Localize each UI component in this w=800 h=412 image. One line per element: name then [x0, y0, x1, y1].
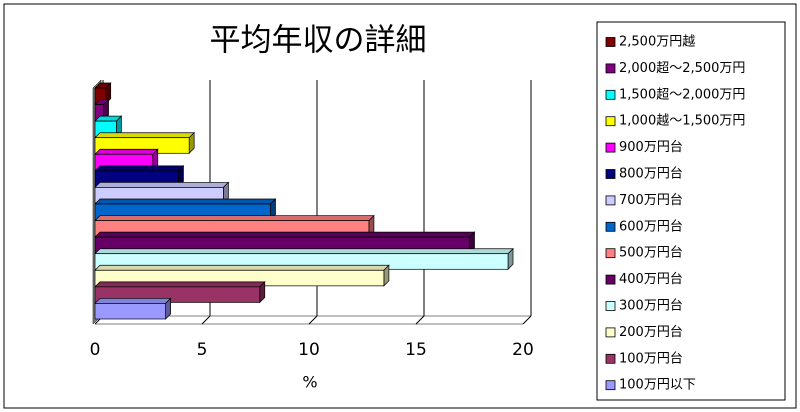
chart-title: 平均年収の詳細	[210, 23, 427, 59]
x-tick-label: 20	[512, 340, 534, 360]
legend-swatch	[605, 37, 616, 47]
legend-label: 200万円台	[619, 325, 683, 340]
legend-swatch	[605, 116, 616, 127]
legend-swatch	[605, 380, 616, 391]
legend-swatch	[605, 301, 616, 311]
bar-top	[94, 215, 375, 221]
legend-label: 400万円台	[619, 272, 683, 287]
x-axis-label: %	[302, 373, 317, 392]
tick-mark	[201, 315, 211, 325]
legend-swatch	[605, 274, 616, 285]
legend-label: 1,500超～2,000万円	[619, 87, 745, 102]
legend-swatch	[605, 248, 616, 259]
legend-label: 100万円以下	[619, 378, 696, 393]
legend-label: 600万円台	[619, 219, 683, 234]
legend	[596, 21, 786, 401]
tick-mark	[522, 315, 532, 325]
x-tick-label: 10	[298, 340, 320, 360]
bar-top	[94, 198, 277, 205]
bar	[94, 303, 166, 320]
bar-top	[94, 298, 172, 304]
legend-swatch	[605, 221, 616, 232]
legend-label: 800万円台	[619, 167, 683, 182]
legend-label: 300万円台	[619, 299, 683, 314]
legend-label: 2,000超～2,500万円	[619, 61, 745, 76]
bar-top	[94, 264, 390, 271]
legend-label: 1,000越～1,500万円	[619, 114, 745, 129]
legend-swatch	[605, 327, 616, 338]
bar-top	[94, 182, 230, 188]
legend-label: 100万円台	[619, 351, 683, 366]
legend-swatch	[605, 353, 616, 364]
legend-label: 500万円台	[619, 246, 683, 261]
x-tick-label: 0	[90, 340, 101, 360]
x-tick-label: 5	[197, 340, 208, 360]
legend-swatch	[605, 89, 616, 100]
bar-top	[94, 248, 514, 255]
legend-swatch	[605, 63, 616, 74]
bar-top	[94, 132, 196, 139]
tick-mark	[308, 315, 318, 325]
legend-label: 2,500万円越	[619, 35, 695, 50]
legend-label: 900万円台	[619, 140, 683, 155]
legend-swatch	[605, 195, 616, 206]
legend-swatch	[605, 142, 616, 153]
legend-swatch	[605, 169, 616, 179]
bar-top	[94, 165, 185, 172]
x-tick-label: 15	[405, 340, 427, 360]
bar-top	[94, 231, 476, 238]
bar-top	[94, 148, 159, 155]
legend-label: 700万円台	[619, 193, 683, 208]
bar-top	[94, 281, 266, 288]
tick-mark	[415, 315, 425, 325]
